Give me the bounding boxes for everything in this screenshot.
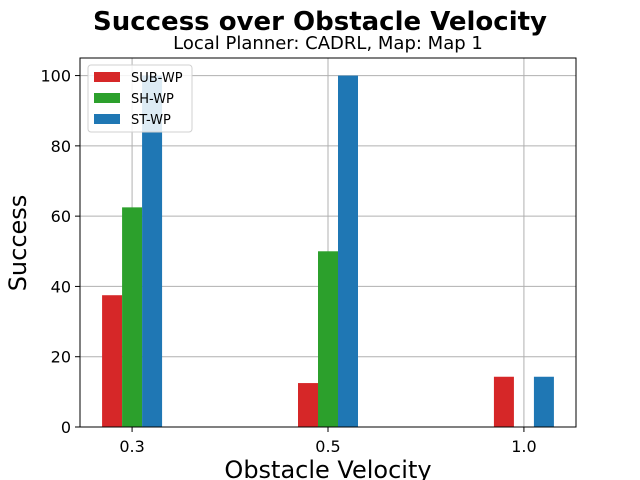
- legend-label: SUB-WP: [131, 71, 183, 86]
- bar-st-wp: [142, 75, 163, 428]
- bar-sub-wp: [102, 295, 123, 427]
- x-tick-label: 0.3: [119, 437, 144, 456]
- legend-swatch: [94, 72, 120, 82]
- y-tick-label: 100: [40, 67, 71, 86]
- bar-st-wp: [533, 376, 554, 427]
- bar-sub-wp: [493, 376, 514, 427]
- legend: SUB-WP SH-WP ST-WP: [87, 64, 193, 133]
- bar-sub-wp: [298, 383, 318, 427]
- y-tick-label: 40: [51, 277, 71, 296]
- y-tick-label: 80: [51, 137, 71, 156]
- legend-label: ST-WP: [131, 113, 171, 128]
- y-tick-label: 20: [51, 348, 71, 367]
- x-tick-label: 1.0: [511, 437, 536, 456]
- bars: [102, 75, 554, 428]
- bar-st-wp: [338, 75, 358, 428]
- y-tick-label: 60: [51, 207, 71, 226]
- chart-subtitle: Local Planner: CADRL, Map: Map 1: [173, 33, 483, 54]
- y-tick-label: 0: [61, 418, 71, 437]
- chart-title: Success over Obstacle Velocity: [93, 7, 547, 37]
- bar-sh-wp: [122, 207, 143, 427]
- legend-swatch: [94, 93, 120, 103]
- x-tick-label: 0.5: [315, 437, 340, 456]
- x-axis-label: Obstacle Velocity: [224, 456, 431, 480]
- legend-label: SH-WP: [131, 92, 174, 107]
- axes: 0 20 40 60 80 100 0.3 0.5 1.0: [40, 57, 577, 456]
- y-axis-label: Success: [4, 195, 32, 292]
- bar-sh-wp: [318, 251, 338, 427]
- legend-swatch: [94, 114, 120, 124]
